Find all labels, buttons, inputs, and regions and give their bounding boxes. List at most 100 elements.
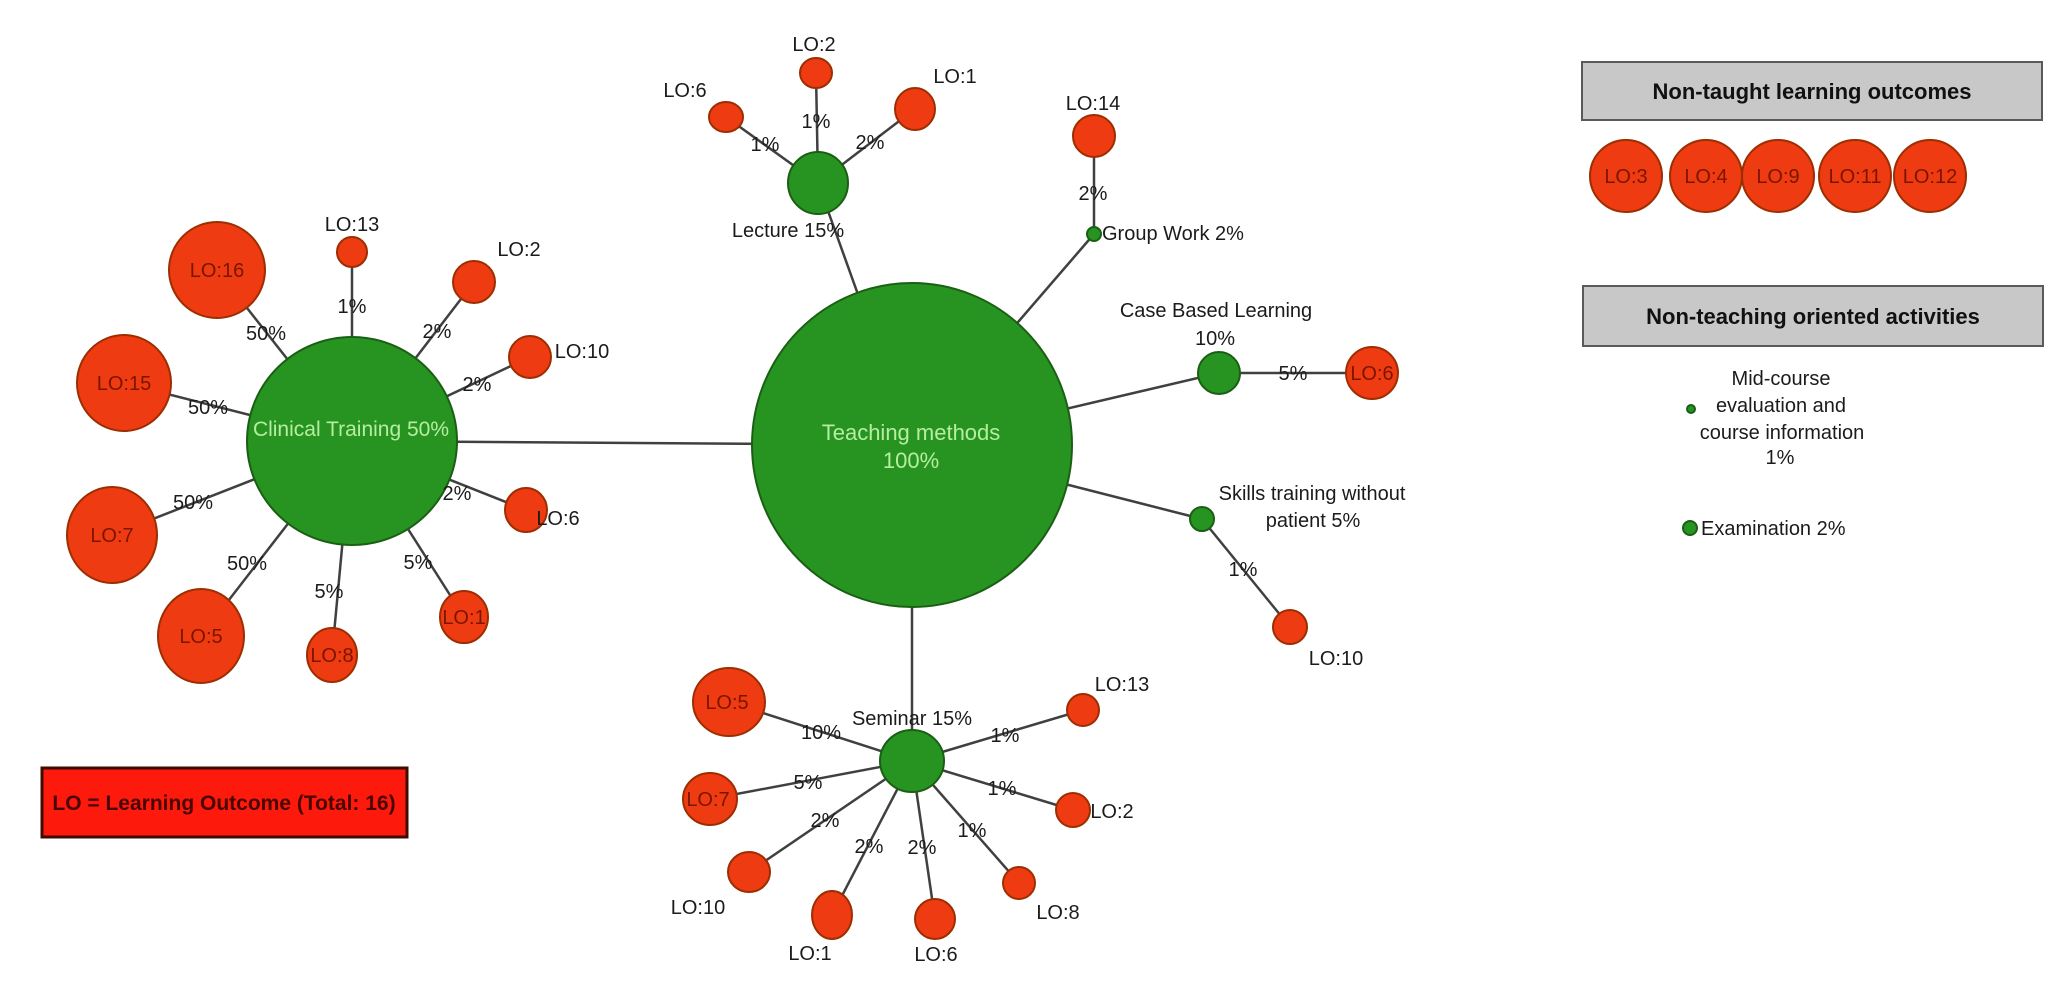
lecture-lo2-pct: 1%: [802, 111, 831, 133]
non-taught-lo11-label: LO:11: [1829, 166, 1882, 188]
edge-seminar-lo10: [748, 759, 913, 874]
lecture-lo6-pct: 1%: [751, 134, 780, 156]
seminar-lo13-pct: 1%: [991, 725, 1020, 747]
midcourse-label-line4: 1%: [1766, 447, 1795, 469]
clinical-lo1-node: [439, 590, 489, 644]
clinical-lo2-pct: 2%: [423, 321, 452, 343]
non-taught-lo11-node: [1818, 139, 1892, 213]
non-taught-lo9-node: [1741, 139, 1815, 213]
seminar-lo10-pct: 2%: [811, 810, 840, 832]
seminar-lo5-node: [692, 667, 766, 737]
seminar-lo6-pct: 2%: [908, 837, 937, 859]
skills-label-line1: Skills training without: [1219, 483, 1406, 505]
non-taught-lo4-label: LO:4: [1684, 166, 1727, 188]
clinical-label: Clinical Training 50%: [253, 418, 449, 441]
midcourse-label-line3: course information: [1700, 422, 1865, 444]
cbl-node: [1197, 351, 1241, 395]
seminar-lo8-label: LO:8: [1036, 902, 1079, 924]
clinical-lo6-label: LO:6: [536, 508, 579, 530]
non-teaching-header-box: [1582, 285, 2044, 347]
clinical-lo8-pct: 5%: [315, 581, 344, 603]
clinical-lo13-node: [336, 236, 368, 268]
midcourse-label-line2: evaluation and: [1716, 395, 1846, 417]
non-taught-lo12-label: LO:12: [1903, 166, 1957, 188]
teaching-methods-node: [751, 282, 1073, 608]
midcourse-label-line1: Mid-course: [1732, 368, 1831, 390]
seminar-lo2-node: [1055, 792, 1091, 828]
clinical-lo13-label: LO:13: [325, 214, 379, 236]
lecture-node: [787, 151, 849, 215]
examination-label: Examination 2%: [1701, 518, 1846, 540]
seminar-lo1-pct: 2%: [855, 836, 884, 858]
clinical-lo1-pct: 5%: [404, 552, 433, 574]
non-taught-lo9-label: LO:9: [1756, 166, 1799, 188]
edge-skills-lo10: [1201, 518, 1291, 628]
non-teaching-header-title: Non-teaching oriented activities: [1646, 304, 1980, 329]
non-teaching-panel: Non-teaching oriented activities Mid-cou…: [1582, 285, 2044, 540]
seminar-lo6-node: [914, 898, 956, 940]
non-taught-header-title: Non-taught learning outcomes: [1653, 79, 1972, 104]
seminar-lo7-label: LO:7: [686, 789, 729, 811]
examination-dot: [1682, 520, 1698, 536]
non-taught-lo3-label: LO:3: [1604, 166, 1647, 188]
clinical-lo5-node: [157, 588, 245, 684]
lecture-label: Lecture 15%: [732, 220, 845, 242]
legend: LO = Learning Outcome (Total: 16): [40, 766, 409, 839]
teaching-label-line1: Teaching methods: [822, 420, 1001, 445]
non-taught-header-box: [1581, 61, 2043, 121]
groupwork-lo14-pct: 2%: [1079, 183, 1108, 205]
lecture-lo1-pct: 2%: [856, 132, 885, 154]
skills-label-line2: patient 5%: [1266, 510, 1361, 532]
seminar-label: Seminar 15%: [852, 708, 972, 730]
seminar-lo5-label: LO:5: [705, 692, 748, 714]
seminar-lo2-label: LO:2: [1090, 801, 1133, 823]
clinical-lo10-pct: 2%: [463, 374, 492, 396]
seminar-lo2-pct: 1%: [988, 778, 1017, 800]
clinical-lo7-pct: 50%: [173, 492, 213, 514]
lecture-lo6-node: [708, 101, 744, 133]
seminar-lo13-label: LO:13: [1095, 674, 1149, 696]
seminar-lo1-node: [811, 890, 853, 940]
midcourse-dot: [1686, 404, 1696, 414]
non-taught-lo12-node: [1893, 139, 1967, 213]
skills-lo10-label: LO:10: [1309, 648, 1363, 670]
node-labels: Teaching methods 100% Clinical Training …: [90, 34, 1405, 966]
groupwork-lo14-node: [1072, 114, 1116, 158]
skills-lo10-node: [1272, 609, 1308, 645]
clinical-lo15-label: LO:15: [97, 373, 151, 395]
edge-seminar-lo7: [709, 759, 913, 801]
seminar-lo13-node: [1066, 693, 1100, 727]
clinical-lo5-pct: 50%: [227, 553, 267, 575]
clinical-lo2-label: LO:2: [497, 239, 540, 261]
clinical-lo8-label: LO:8: [310, 645, 353, 667]
seminar-lo6-label: LO:6: [914, 944, 957, 966]
clinical-lo6-pct: 2%: [443, 483, 472, 505]
clinical-lo1-label: LO:1: [442, 607, 485, 629]
seminar-lo7-node: [682, 772, 738, 826]
clinical-lo2-node: [452, 260, 496, 304]
seminar-lo7-pct: 5%: [794, 772, 823, 794]
lecture-lo1-node: [894, 87, 936, 131]
cbl-label-line1: Case Based Learning: [1120, 300, 1312, 322]
seminar-lo8-pct: 1%: [958, 820, 987, 842]
cbl-lo6-pct: 5%: [1279, 363, 1308, 385]
seminar-lo1-label: LO:1: [788, 943, 831, 965]
cbl-lo6-node: [1345, 346, 1399, 400]
clinical-lo6-node: [504, 487, 548, 533]
seminar-lo10-label: LO:10: [671, 897, 725, 919]
clinical-lo16-label: LO:16: [190, 260, 244, 282]
cbl-label-line2: 10%: [1195, 328, 1235, 350]
lecture-lo1-label: LO:1: [933, 66, 976, 88]
clinical-lo15-node: [76, 334, 172, 432]
seminar-lo10-node: [727, 851, 771, 893]
lecture-lo2-label: LO:2: [792, 34, 835, 56]
legend-label: LO = Learning Outcome (Total: 16): [52, 792, 395, 815]
non-taught-lo3-node: [1589, 139, 1663, 213]
legend-box: [40, 766, 409, 839]
clinical-lo8-node: [306, 627, 358, 683]
groupwork-node: [1086, 226, 1102, 242]
lecture-lo6-label: LO:6: [663, 80, 706, 102]
clinical-lo7-label: LO:7: [90, 525, 133, 547]
